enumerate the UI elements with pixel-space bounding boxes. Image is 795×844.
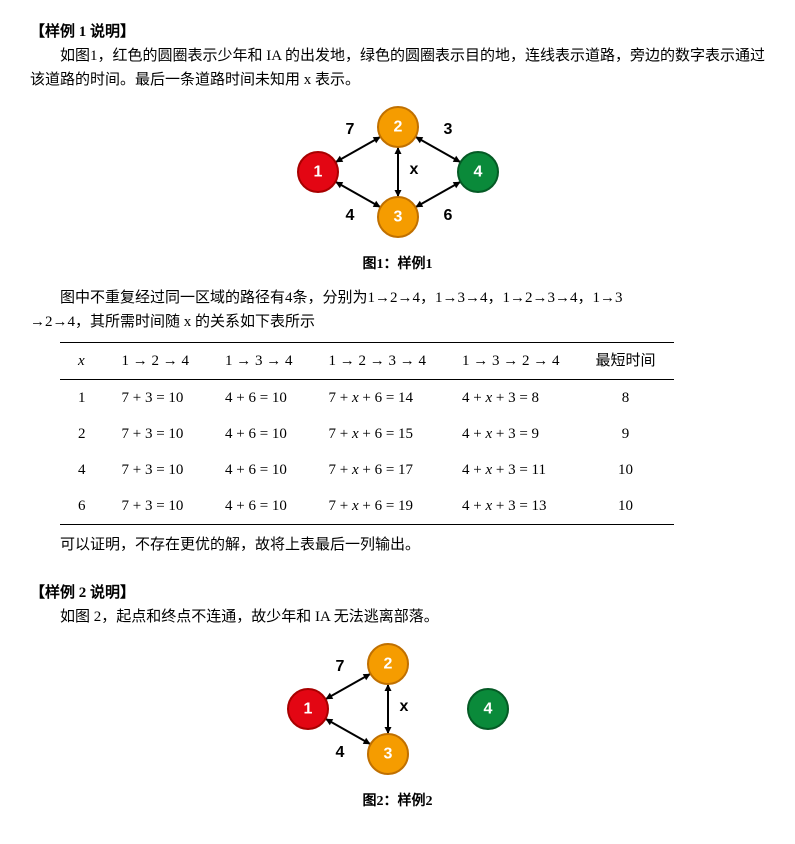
sample1-para3: 可以证明，不存在更优的解，故将上表最后一列输出。: [30, 533, 765, 557]
table-cell: 7 + x + 6 = 14: [311, 380, 445, 417]
table-cell: 7 + 3 = 10: [104, 380, 208, 417]
table-cell: 7 + 3 = 10: [104, 452, 208, 488]
svg-text:3: 3: [393, 209, 402, 226]
table-cell: 4: [60, 452, 104, 488]
svg-text:4: 4: [345, 207, 354, 224]
figure-2-caption: 图2：样例2: [30, 791, 765, 813]
svg-text:4: 4: [473, 164, 482, 181]
table-cell: 1: [60, 380, 104, 417]
table-cell: 4 + x + 3 = 13: [444, 488, 578, 525]
figure-1: 7 4 3 6 x 1 2 3 4 图1：样例1: [30, 102, 765, 276]
table-header: 1 → 2 → 4: [104, 343, 208, 380]
svg-text:2: 2: [383, 656, 392, 673]
table-cell: 10: [578, 452, 674, 488]
svg-text:1: 1: [303, 701, 312, 718]
svg-text:x: x: [409, 161, 418, 178]
table-cell: 2: [60, 416, 104, 452]
table-cell: 4 + x + 3 = 11: [444, 452, 578, 488]
table-header: 最短时间: [578, 343, 674, 380]
table-row: 67 + 3 = 104 + 6 = 107 + x + 6 = 194 + x…: [60, 488, 674, 525]
table-header: 1 → 3 → 4: [207, 343, 311, 380]
svg-text:4: 4: [335, 744, 344, 761]
sample1-para2a: 图中不重复经过同一区域的路径有4条，分别为1→2→4，1→3→4，1→2→3→4…: [30, 286, 765, 310]
table-row: 27 + 3 = 104 + 6 = 107 + x + 6 = 154 + x…: [60, 416, 674, 452]
svg-text:7: 7: [345, 121, 354, 138]
sample1-para2b: →2→4，其所需时间随 x 的关系如下表所示: [30, 310, 765, 334]
table-cell: 4 + x + 3 = 9: [444, 416, 578, 452]
table-cell: 4 + 6 = 10: [207, 416, 311, 452]
sample1-title: 【样例 1 说明】: [30, 20, 765, 44]
table-cell: 7 + 3 = 10: [104, 488, 208, 525]
figure-1-caption: 图1：样例1: [30, 254, 765, 276]
svg-text:3: 3: [383, 746, 392, 763]
table-header: x: [60, 343, 104, 380]
sample2-title: 【样例 2 说明】: [30, 581, 765, 605]
table-cell: 7 + 3 = 10: [104, 416, 208, 452]
table-row: 47 + 3 = 104 + 6 = 107 + x + 6 = 174 + x…: [60, 452, 674, 488]
svg-text:2: 2: [393, 119, 402, 136]
svg-text:3: 3: [443, 121, 452, 138]
table-cell: 4 + 6 = 10: [207, 452, 311, 488]
sample1-para1: 如图1，红色的圆圈表示少年和 IA 的出发地，绿色的圆圈表示目的地，连线表示道路…: [30, 44, 765, 92]
table-row: 17 + 3 = 104 + 6 = 107 + x + 6 = 144 + x…: [60, 380, 674, 417]
sample2-para1: 如图 2，起点和终点不连通，故少年和 IA 无法逃离部落。: [30, 605, 765, 629]
table-cell: 9: [578, 416, 674, 452]
table-cell: 10: [578, 488, 674, 525]
svg-text:x: x: [399, 698, 408, 715]
table-cell: 8: [578, 380, 674, 417]
svg-text:4: 4: [483, 701, 492, 718]
graph-2-svg: 7 4 x 1 2 3 4: [268, 639, 528, 779]
table-cell: 4 + x + 3 = 8: [444, 380, 578, 417]
svg-text:7: 7: [335, 658, 344, 675]
svg-text:1: 1: [313, 164, 322, 181]
table-header: 1 → 3 → 2 → 4: [444, 343, 578, 380]
graph-1-svg: 7 4 3 6 x 1 2 3 4: [278, 102, 518, 242]
table-header: 1 → 2 → 3 → 4: [311, 343, 445, 380]
table-cell: 7 + x + 6 = 19: [311, 488, 445, 525]
paths-table: x1 → 2 → 41 → 3 → 41 → 2 → 3 → 41 → 3 → …: [60, 342, 674, 525]
table-cell: 4 + 6 = 10: [207, 488, 311, 525]
table-cell: 6: [60, 488, 104, 525]
figure-2: 7 4 x 1 2 3 4 图2：样例2: [30, 639, 765, 813]
table-cell: 4 + 6 = 10: [207, 380, 311, 417]
table-cell: 7 + x + 6 = 15: [311, 416, 445, 452]
table-cell: 7 + x + 6 = 17: [311, 452, 445, 488]
svg-text:6: 6: [443, 207, 452, 224]
